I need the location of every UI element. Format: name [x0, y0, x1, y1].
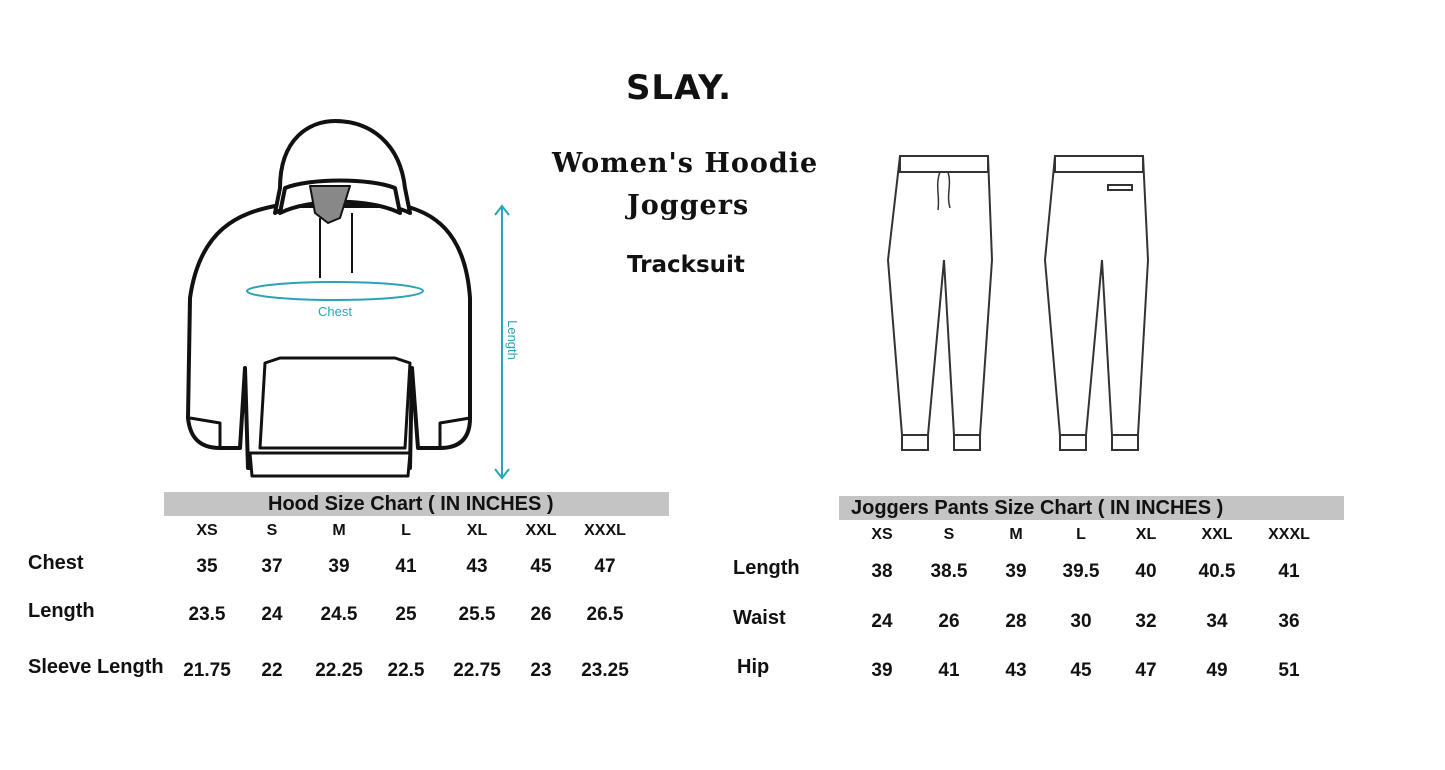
table-cell: 39 — [328, 556, 350, 577]
row-label: Sleeve Length — [28, 656, 164, 678]
table-cell: 22 — [261, 660, 283, 681]
table-cell: 49 — [1206, 660, 1228, 681]
table-cell: 41 — [395, 556, 417, 577]
table-cell: 43 — [1005, 660, 1027, 681]
table-cell: 24.5 — [320, 604, 358, 625]
table-cell: 26.5 — [586, 604, 624, 625]
table-cell: 26 — [938, 611, 960, 632]
table-cell: 23.25 — [581, 660, 629, 681]
table-cell: 22.5 — [387, 660, 425, 681]
hoodie-illustration: Chest Length — [186, 119, 520, 480]
size-header: S — [943, 526, 955, 543]
table-cell: 39 — [1005, 561, 1027, 582]
table-cell: 36 — [1278, 611, 1300, 632]
table-cell: 40 — [1135, 561, 1157, 582]
table-cell: 43 — [466, 556, 488, 577]
product-title-line1: Women's Hoodie — [552, 148, 819, 179]
table-cell: 35 — [196, 556, 218, 577]
hood-chart-title: Hood Size Chart ( IN INCHES ) — [268, 493, 554, 515]
table-cell: 38 — [871, 561, 893, 582]
size-header: M — [332, 522, 346, 539]
table-cell: 41 — [1278, 561, 1300, 582]
row-label: Length — [733, 557, 800, 579]
joggers-chart-header: Joggers Pants Size Chart ( IN INCHES ) — [839, 496, 1344, 520]
table-cell: 26 — [530, 604, 552, 625]
size-header: XS — [196, 522, 218, 539]
table-cell: 23 — [530, 660, 552, 681]
size-header: XXL — [525, 522, 557, 539]
product-title-line2: Joggers — [627, 190, 750, 221]
table-cell: 47 — [1135, 660, 1157, 681]
table-cell: 24 — [871, 611, 893, 632]
table-cell: 22.75 — [453, 660, 501, 681]
size-header: XL — [1135, 526, 1157, 543]
row-label: Waist — [733, 607, 786, 629]
table-cell: 37 — [261, 556, 283, 577]
size-header: XL — [466, 522, 488, 539]
size-header: L — [1076, 526, 1086, 543]
hood-chart-header: Hood Size Chart ( IN INCHES ) — [164, 492, 669, 516]
table-cell: 39 — [871, 660, 893, 681]
brand-logo: SLAY. — [625, 68, 733, 108]
table-cell: 32 — [1135, 611, 1157, 632]
table-cell: 38.5 — [930, 561, 968, 582]
table-cell: 39.5 — [1062, 561, 1100, 582]
table-cell: 30 — [1070, 611, 1092, 632]
table-cell: 45 — [1070, 660, 1092, 681]
table-cell: 22.25 — [315, 660, 363, 681]
size-header: XXXL — [584, 522, 626, 539]
table-cell: 23.5 — [188, 604, 226, 625]
table-cell: 25.5 — [458, 604, 496, 625]
table-cell: 47 — [594, 556, 616, 577]
size-header: L — [401, 522, 411, 539]
table-cell: 25 — [395, 604, 417, 625]
length-label: Length — [505, 320, 520, 360]
size-header: S — [266, 522, 278, 539]
size-header: XXXL — [1268, 526, 1310, 543]
table-cell: 40.5 — [1198, 561, 1236, 582]
row-label: Chest — [28, 552, 84, 574]
table-cell: 28 — [1005, 611, 1027, 632]
joggers-illustration — [886, 155, 1150, 451]
table-cell: 51 — [1278, 660, 1300, 681]
table-cell: 21.75 — [183, 660, 231, 681]
table-cell: 45 — [530, 556, 552, 577]
size-header: XS — [871, 526, 893, 543]
row-label: Length — [28, 600, 95, 622]
row-label: Hip — [737, 656, 770, 678]
size-header: XXL — [1201, 526, 1233, 543]
table-cell: 24 — [261, 604, 283, 625]
table-cell: 34 — [1206, 611, 1228, 632]
chest-label: Chest — [318, 304, 352, 319]
size-header: M — [1009, 526, 1023, 543]
joggers-chart-title: Joggers Pants Size Chart ( IN INCHES ) — [851, 497, 1224, 519]
product-title-line3: Tracksuit — [627, 252, 745, 278]
table-cell: 41 — [938, 660, 960, 681]
chest-measure-line — [246, 281, 424, 301]
